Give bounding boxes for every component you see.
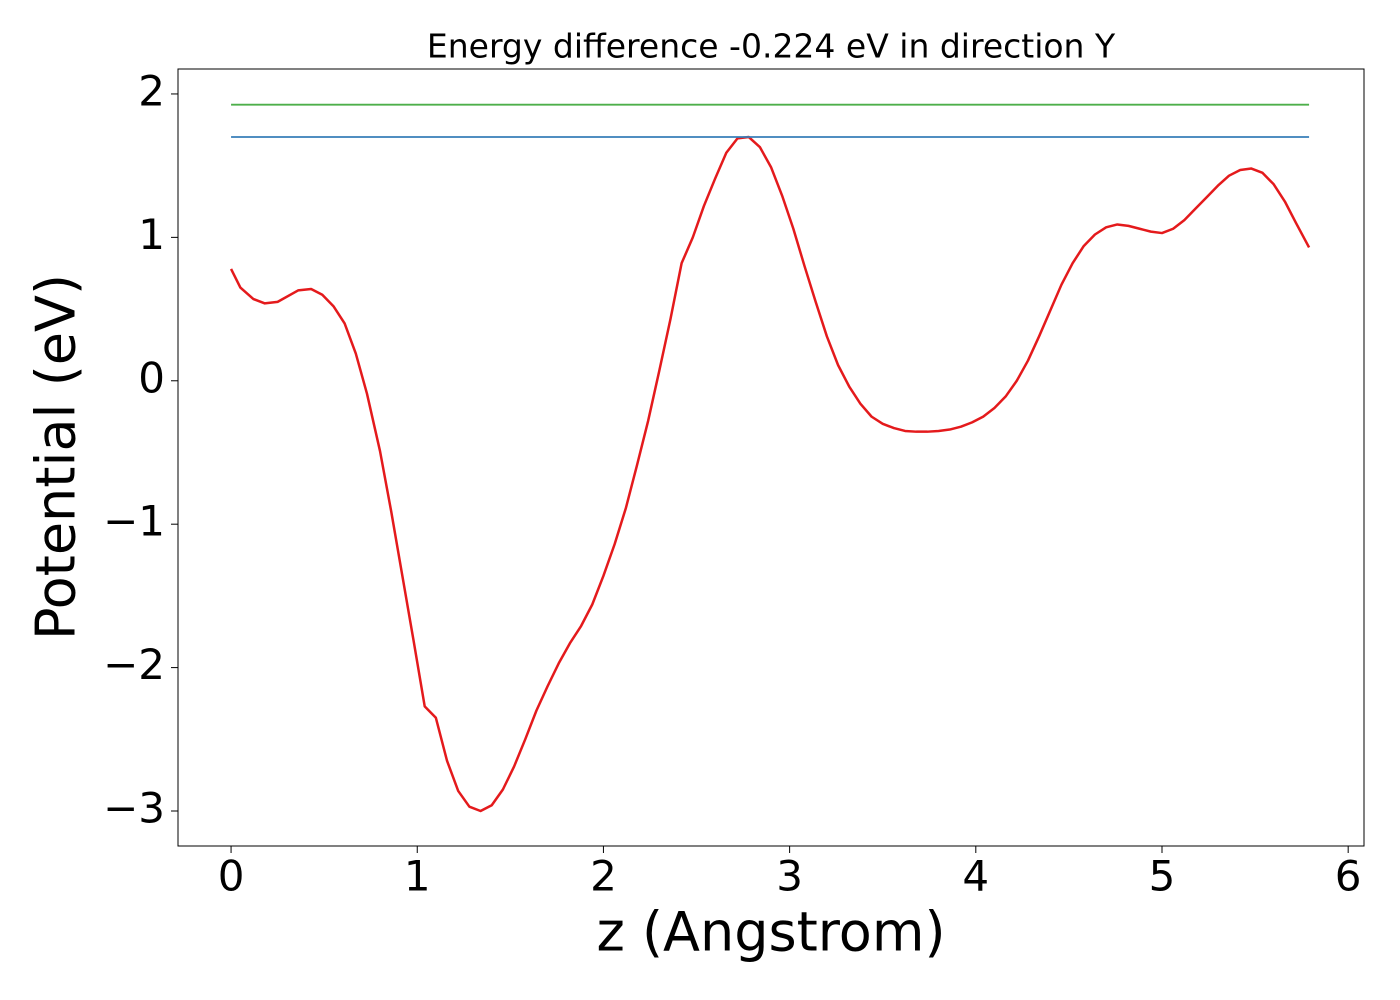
x-tick-label: 6: [1335, 852, 1362, 901]
x-tick-label: 5: [1149, 852, 1176, 901]
y-tick-label: 1: [138, 210, 165, 259]
x-tick-label: 4: [962, 852, 989, 901]
plot-frame: [177, 68, 1365, 847]
x-axis-label: z (Angstrom): [596, 901, 945, 964]
x-tick-label: 2: [590, 852, 617, 901]
x-tick-label: 1: [404, 852, 431, 901]
y-tick-label: −2: [103, 640, 165, 689]
y-tick-label: −3: [103, 784, 165, 833]
chart-title: Energy difference -0.224 eV in direction…: [427, 27, 1116, 66]
y-axis-label: Potential (eV): [25, 274, 88, 640]
line-series: [229, 135, 1311, 813]
y-tick-label: −1: [103, 497, 165, 546]
x-tick-label: 0: [218, 852, 245, 901]
y-tick-label: 2: [138, 66, 165, 115]
x-tick-label: 3: [776, 852, 803, 901]
y-tick-label: 0: [138, 353, 165, 402]
